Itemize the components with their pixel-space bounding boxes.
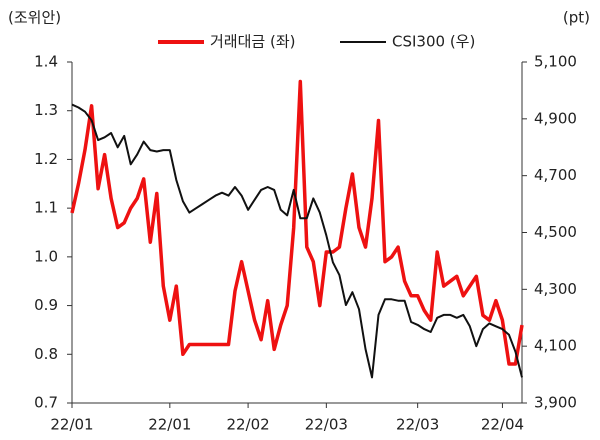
y2-tick-label: 3,900 [534,394,577,412]
y2-tick-label: 4,100 [534,337,577,355]
y2-tick-label: 4,300 [534,280,577,298]
series-line [70,79,524,366]
y-tick-label: 1.3 [34,101,58,119]
y2-axis-title: (pt) [563,9,590,27]
y-tick-label: 1.2 [34,150,58,168]
x-tick-label: 22/04 [481,416,524,434]
legend-label: 거래대금 (좌) [210,33,295,51]
x-tick-label: 22/01 [148,416,191,434]
y-axis-title: (조위안) [8,9,61,27]
y2-tick-label: 4,900 [534,109,577,127]
y2-tick-label: 5,100 [534,53,577,71]
x-tick-label: 22/03 [396,416,439,434]
x-tick-label: 22/01 [50,416,93,434]
y-tick-label: 1.4 [34,53,58,71]
legend-label: CSI300 (우) [392,33,475,51]
x-tick-label: 22/02 [226,416,269,434]
y-tick-label: 1.1 [34,199,58,217]
y-tick-label: 0.9 [34,296,58,314]
y-tick-label: 0.7 [34,394,58,412]
y2-tick-label: 4,700 [534,166,577,184]
y-tick-label: 0.8 [34,345,58,363]
x-tick-label: 22/03 [305,416,348,434]
y2-tick-label: 4,500 [534,223,577,241]
series-line [71,103,523,379]
y-tick-label: 1.0 [34,247,58,265]
